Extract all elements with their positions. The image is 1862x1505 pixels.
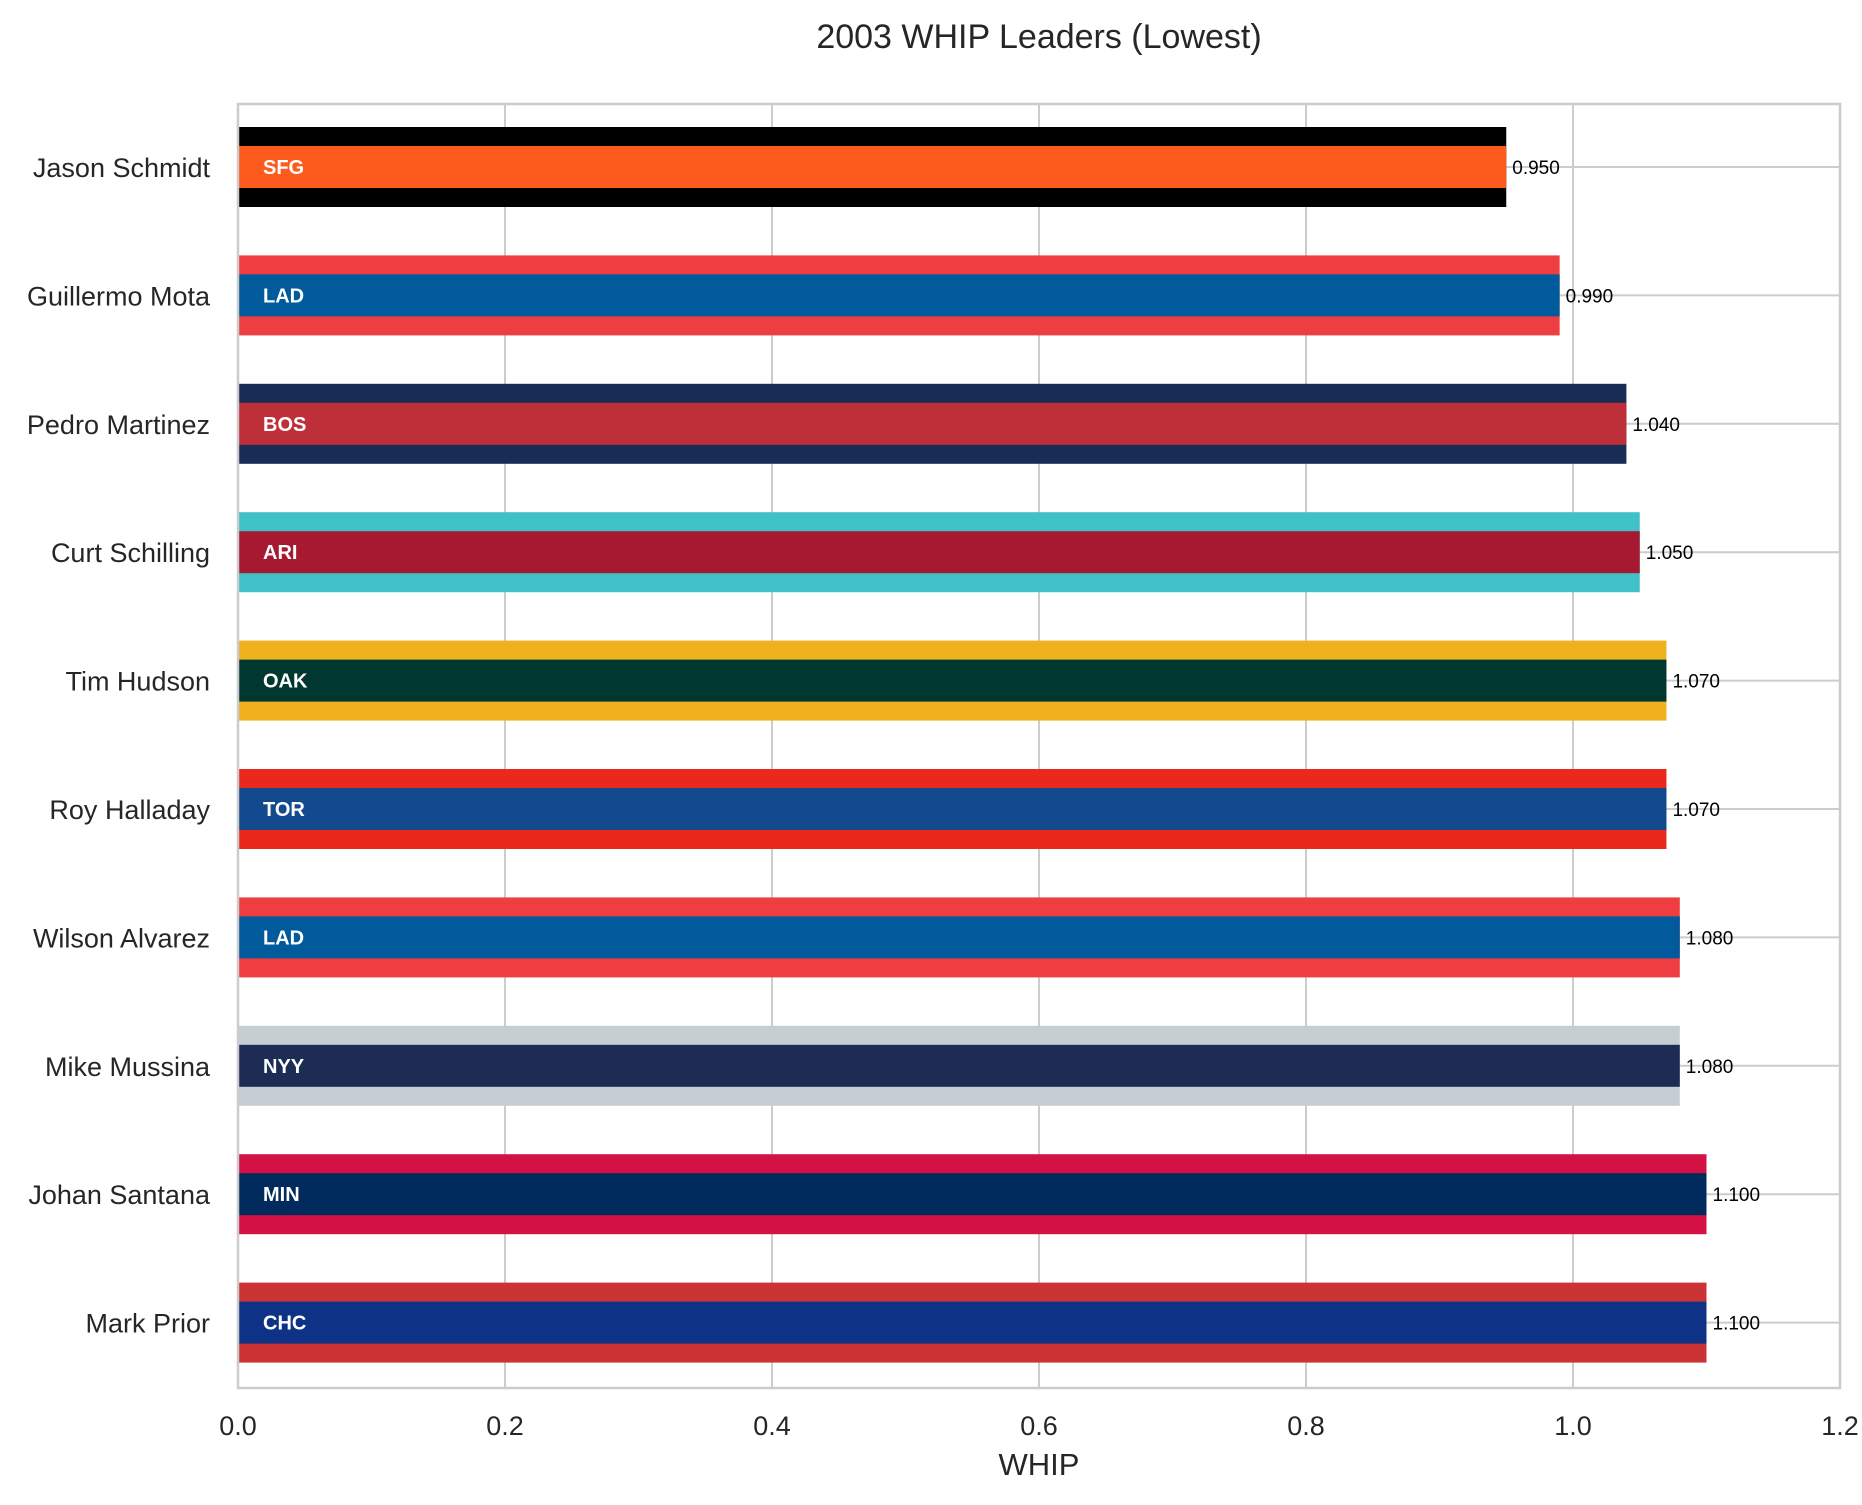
value-label: 1.040 — [1632, 415, 1680, 436]
bar-inner-tor — [238, 788, 1667, 830]
bar-inner-ari — [238, 531, 1640, 574]
y-tick-label: Jason Schmidt — [33, 153, 211, 183]
team-label: LAD — [263, 927, 304, 949]
team-label: LAD — [263, 285, 304, 307]
team-label: CHC — [263, 1313, 306, 1335]
value-label: 1.070 — [1672, 672, 1720, 693]
value-label: 1.080 — [1686, 1057, 1734, 1078]
value-label: 1.050 — [1646, 543, 1694, 564]
y-tick-label: Roy Halladay — [49, 795, 210, 825]
x-tick-label: 1.0 — [1554, 1411, 1592, 1441]
team-label: BOS — [263, 414, 306, 436]
bar-inner-min — [238, 1173, 1707, 1216]
y-tick-label: Mark Prior — [85, 1309, 210, 1339]
labels-layer: 0.0 0.2 0.4 0.6 0.8 1.0 1.2 SFG 0.950 Jason Schmi… — [27, 153, 1859, 1441]
value-label: 1.100 — [1713, 1314, 1761, 1335]
bar-inner-chc — [238, 1301, 1707, 1344]
x-tick-label: 0.6 — [1020, 1411, 1058, 1441]
value-label: 0.990 — [1566, 286, 1614, 307]
bar-inner-oak — [238, 659, 1667, 702]
team-label: MIN — [263, 1184, 300, 1206]
team-label: SFG — [263, 157, 304, 179]
bar-inner-lad — [238, 916, 1680, 959]
bar-inner-bos — [238, 402, 1627, 445]
y-tick-label: Guillermo Mota — [27, 281, 211, 311]
plot-frame — [236, 102, 1842, 1390]
x-tick-label: 1.2 — [1821, 1411, 1859, 1441]
chart-title: 2003 WHIP Leaders (Lowest) — [816, 18, 1261, 56]
x-tick-label: 0.2 — [486, 1411, 524, 1441]
team-label: OAK — [263, 671, 308, 693]
bar-inner-nyy — [238, 1044, 1680, 1087]
bars-layer — [238, 127, 1707, 1363]
y-tick-label: Tim Hudson — [65, 667, 210, 697]
bar-inner-sfg — [238, 146, 1507, 188]
team-label: NYY — [263, 1056, 305, 1078]
x-tick-label: 0.4 — [753, 1411, 791, 1441]
y-tick-label: Mike Mussina — [45, 1052, 211, 1082]
value-label: 0.950 — [1512, 158, 1560, 179]
x-tick-label: 0.8 — [1287, 1411, 1325, 1441]
team-label: ARI — [263, 542, 297, 564]
y-tick-label: Wilson Alvarez — [33, 923, 210, 953]
value-label: 1.100 — [1713, 1185, 1761, 1206]
value-label: 1.070 — [1672, 800, 1720, 821]
team-label: TOR — [263, 799, 305, 821]
bar-inner-lad — [238, 274, 1560, 317]
y-tick-label: Pedro Martinez — [27, 410, 210, 440]
x-axis-label: WHIP — [999, 1447, 1080, 1482]
y-tick-label: Johan Santana — [28, 1180, 211, 1210]
x-tick-label: 0.0 — [219, 1411, 257, 1441]
value-label: 1.080 — [1686, 928, 1734, 949]
y-tick-label: Curt Schilling — [51, 538, 210, 568]
